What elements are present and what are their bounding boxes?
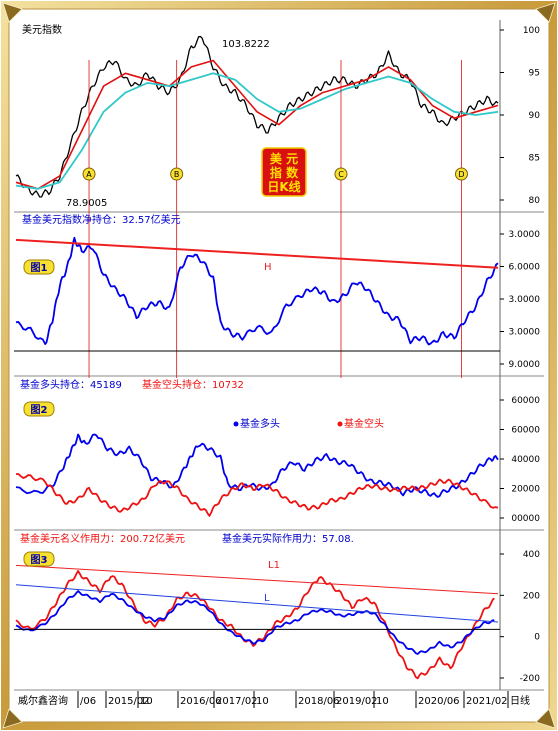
x-label: /06 — [80, 696, 96, 707]
price-line — [15, 35, 499, 198]
badge-line-2: 指 数 — [270, 165, 299, 180]
trendline-h — [15, 238, 499, 269]
long-short-axis-label: 60000 — [511, 426, 540, 436]
x-label: 2021/02 — [466, 696, 508, 707]
x-label: 2017/02 — [216, 696, 258, 707]
actual-title: 基金美元实际作用力：57.08. — [222, 532, 354, 545]
net-axis-label: 6.0000 — [509, 263, 541, 273]
force-axis-label: 200 — [523, 591, 540, 601]
net-position-line — [15, 236, 499, 346]
marker-A-circle — [82, 167, 96, 181]
price-title: 美元指数 — [22, 23, 62, 36]
low-annotation: 78.9005 — [66, 198, 107, 209]
panel-net-position: 3.0000 6.0000 3.0000 3.0000 9.0000 图1 — [14, 230, 540, 370]
net-axis-label: 9.0000 — [509, 360, 541, 370]
panel-long-short: 60000 60000 40000 20000 00000 图2 — [15, 396, 540, 524]
panel-label-2: 图2 — [31, 404, 48, 416]
x-label: 2016/06 — [180, 696, 222, 707]
x-label: 日线 — [510, 694, 530, 707]
x-label: 2019/02 — [336, 696, 378, 707]
x-label: 2018/06 — [298, 696, 340, 707]
marker-B-label: B — [174, 170, 180, 179]
nominal-force-line — [15, 570, 495, 680]
marker-C-circle — [334, 167, 348, 181]
short-title: 基金空头持仓：10732 — [142, 378, 244, 391]
marker-B-circle — [170, 167, 184, 181]
ma-long-line — [15, 72, 499, 190]
long-short-axis-label: 00000 — [511, 514, 540, 524]
trend-label-l1: L1 — [268, 560, 280, 571]
trend-label-l: L — [264, 593, 270, 604]
badge-line-1: 美 元 — [270, 151, 298, 166]
net-axis-label: 3.0000 — [509, 328, 541, 338]
force-axis-label: 0 — [534, 633, 540, 643]
legend: 基金多头 基金空头 — [240, 417, 384, 430]
badge-line-3: 日K线 — [267, 179, 300, 194]
x-label: 10 — [376, 696, 389, 707]
net-axis-label: 3.0000 — [509, 230, 541, 240]
trendline-l — [15, 584, 499, 623]
marker-D-circle — [454, 167, 468, 181]
long-short-axis-label: 40000 — [511, 455, 540, 465]
force-axis-label: -200 — [520, 674, 541, 684]
legend-short-marker — [337, 421, 343, 427]
price-axis-label: 90 — [529, 111, 541, 121]
plot-background — [8, 8, 550, 723]
price-axis-label: 95 — [529, 69, 540, 79]
panel-label-3: 图3 — [31, 554, 48, 566]
panel-label-1: 图1 — [31, 262, 48, 274]
long-line — [15, 433, 499, 498]
actual-force-line — [15, 590, 495, 655]
legend-long-marker — [233, 421, 239, 427]
watermark: 威尔鑫咨询 — [18, 694, 68, 707]
marker-D-label: D — [458, 170, 464, 179]
net-axis-label: 3.0000 — [509, 295, 541, 305]
marker-C-label: C — [338, 170, 344, 179]
legend-long: 基金多头 — [240, 417, 280, 430]
short-line — [16, 473, 499, 517]
x-label: 2020/06 — [418, 696, 460, 707]
panel-grid — [14, 20, 544, 691]
x-label: 10 — [256, 696, 269, 707]
badge: 美 元 指 数 日K线 — [261, 147, 307, 197]
price-axis-label: 80 — [529, 196, 541, 206]
panel-force: 400 200 0 -200 图3 — [14, 550, 540, 684]
long-short-axis-label: 20000 — [511, 485, 540, 495]
high-annotation: 103.8222 — [222, 39, 270, 50]
legend-short: 基金空头 — [344, 417, 384, 430]
price-axis-label: 100 — [523, 26, 540, 36]
long-title: 基金多头持仓：45189 — [20, 378, 122, 391]
price-axis-label: 85 — [529, 154, 540, 164]
long-short-axis-label: 60000 — [511, 396, 540, 406]
force-axis-label: 400 — [523, 550, 540, 560]
panel-price: 100 95 90 85 80 A B C D — [15, 26, 541, 378]
panel-label-1-bg — [23, 259, 55, 275]
trendline-l1 — [15, 564, 499, 595]
nominal-title: 基金美元名义作用力：200.72亿美元 — [20, 532, 185, 545]
panel-label-2-bg — [23, 401, 55, 417]
x-label: 10 — [140, 696, 153, 707]
x-label: 2015/02 — [108, 696, 150, 707]
net-title: 基金美元指数净持仓：32.57亿美元 — [22, 213, 181, 226]
trend-label-h: H — [264, 262, 272, 273]
panel-label-3-bg — [23, 551, 55, 567]
marker-A-label: A — [86, 170, 92, 179]
